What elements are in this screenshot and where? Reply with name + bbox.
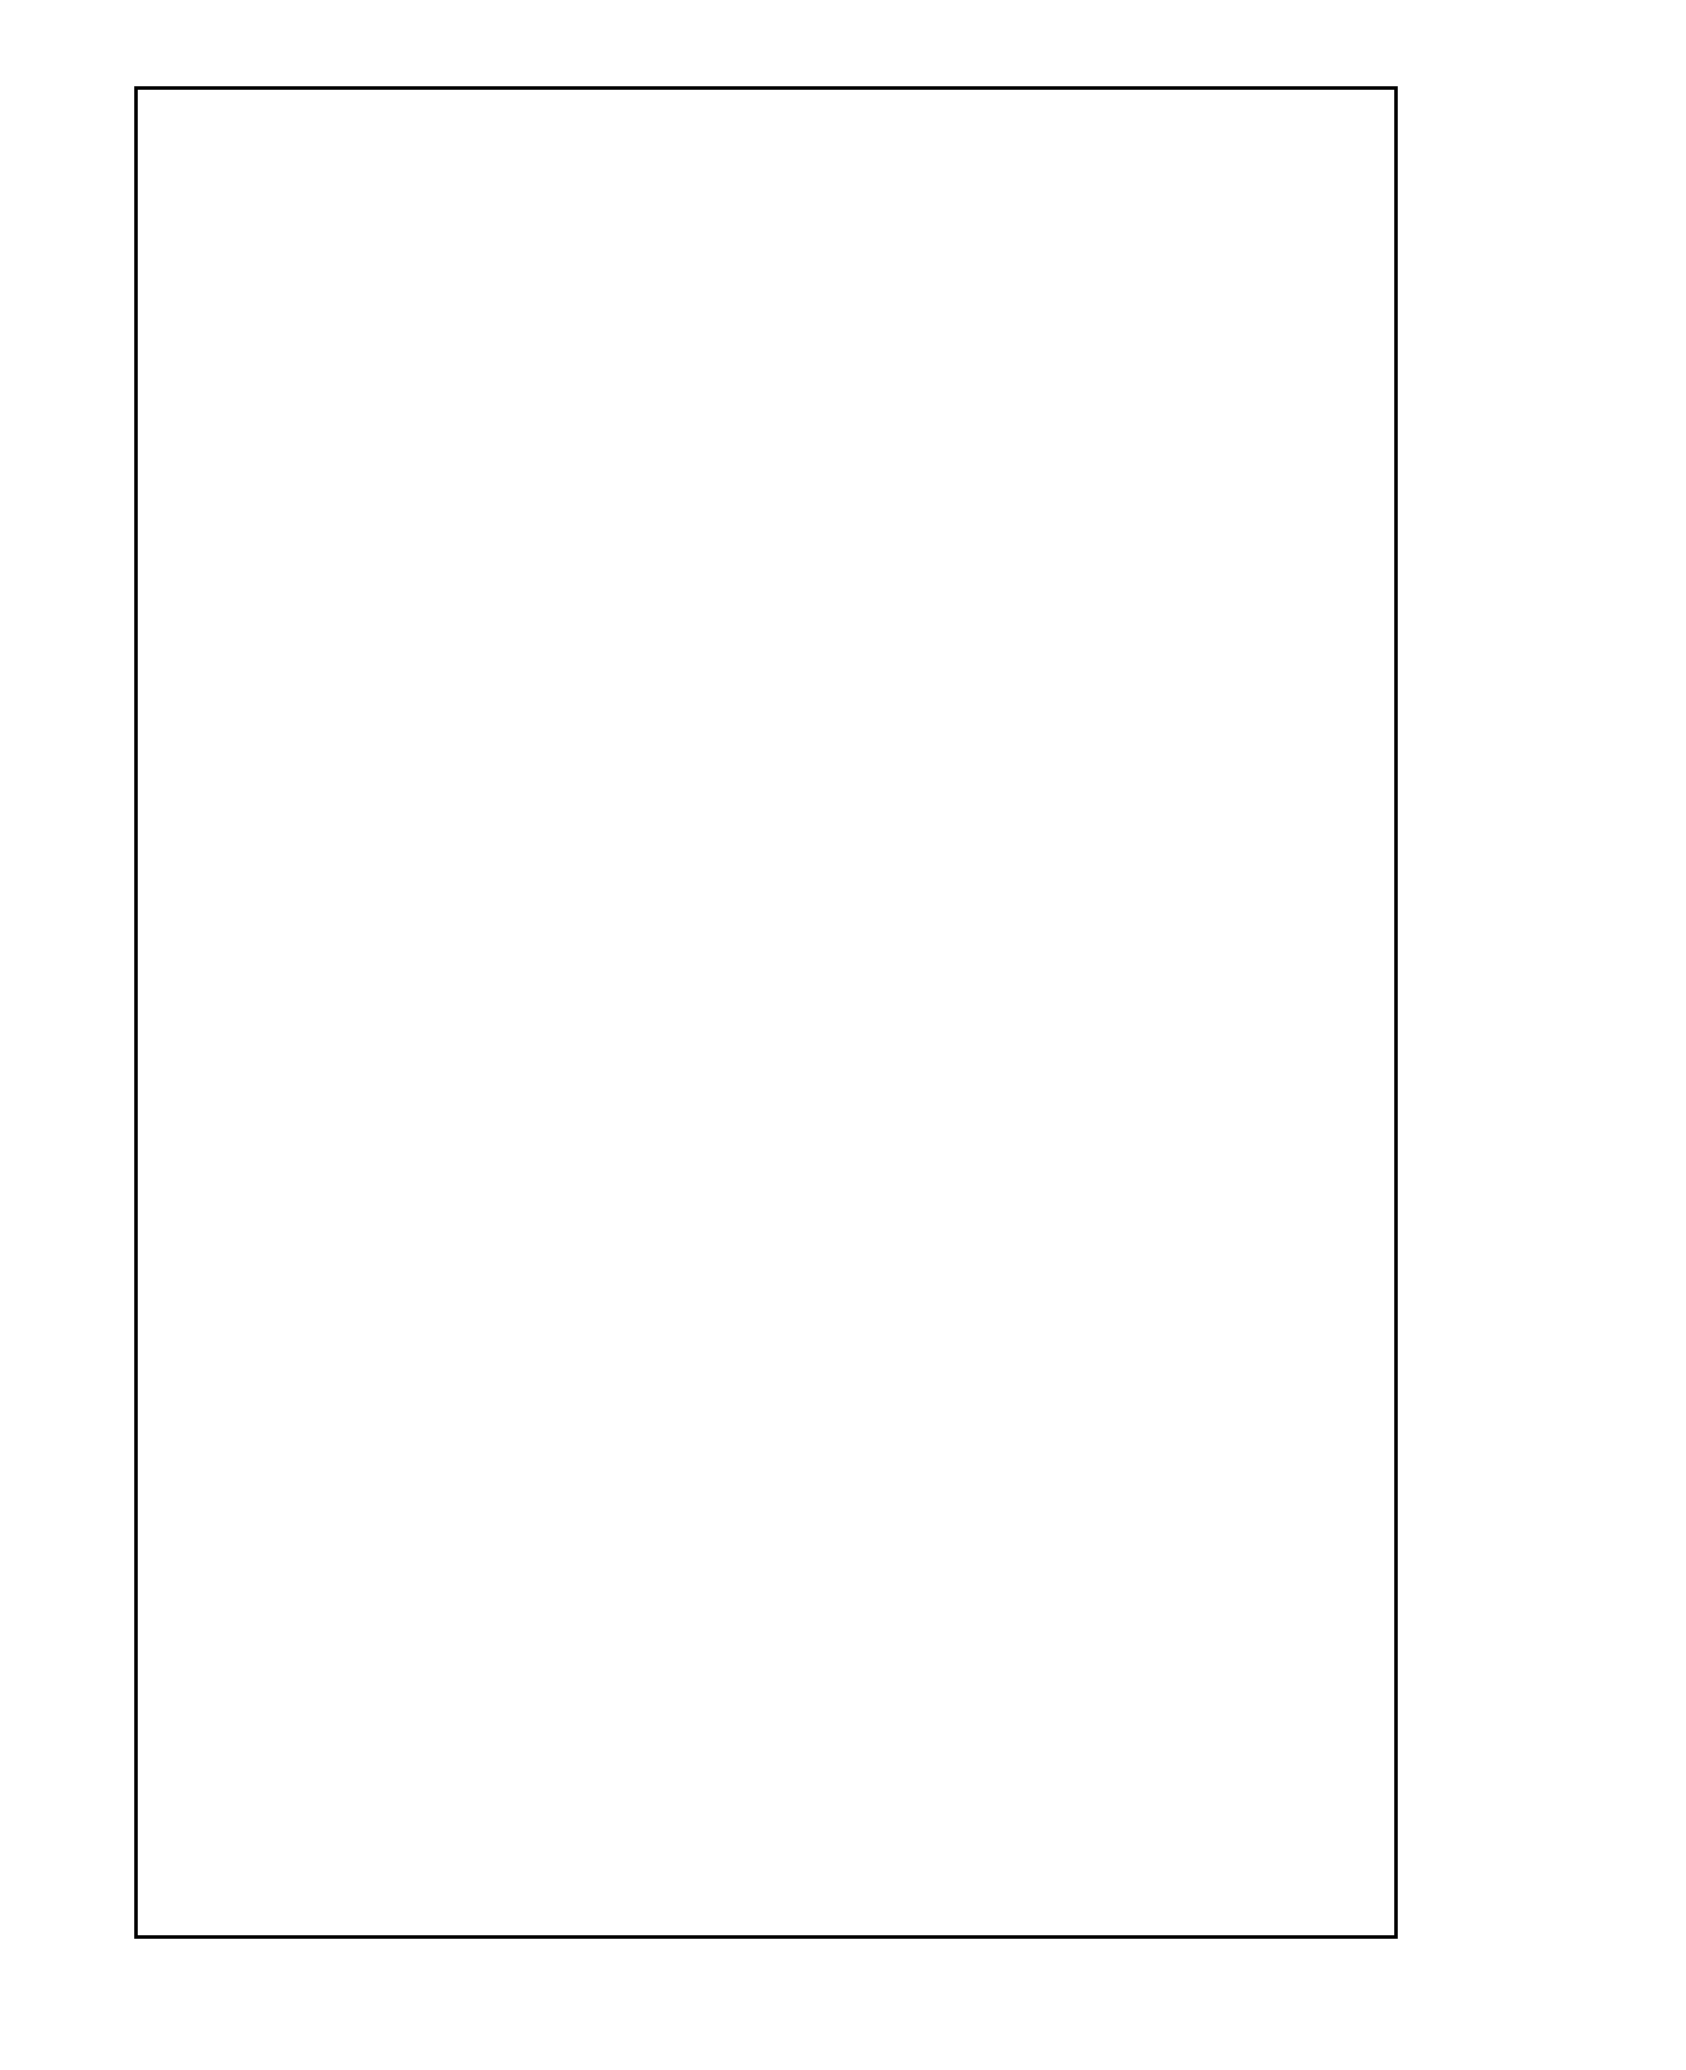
plot-frame <box>134 86 1398 1939</box>
